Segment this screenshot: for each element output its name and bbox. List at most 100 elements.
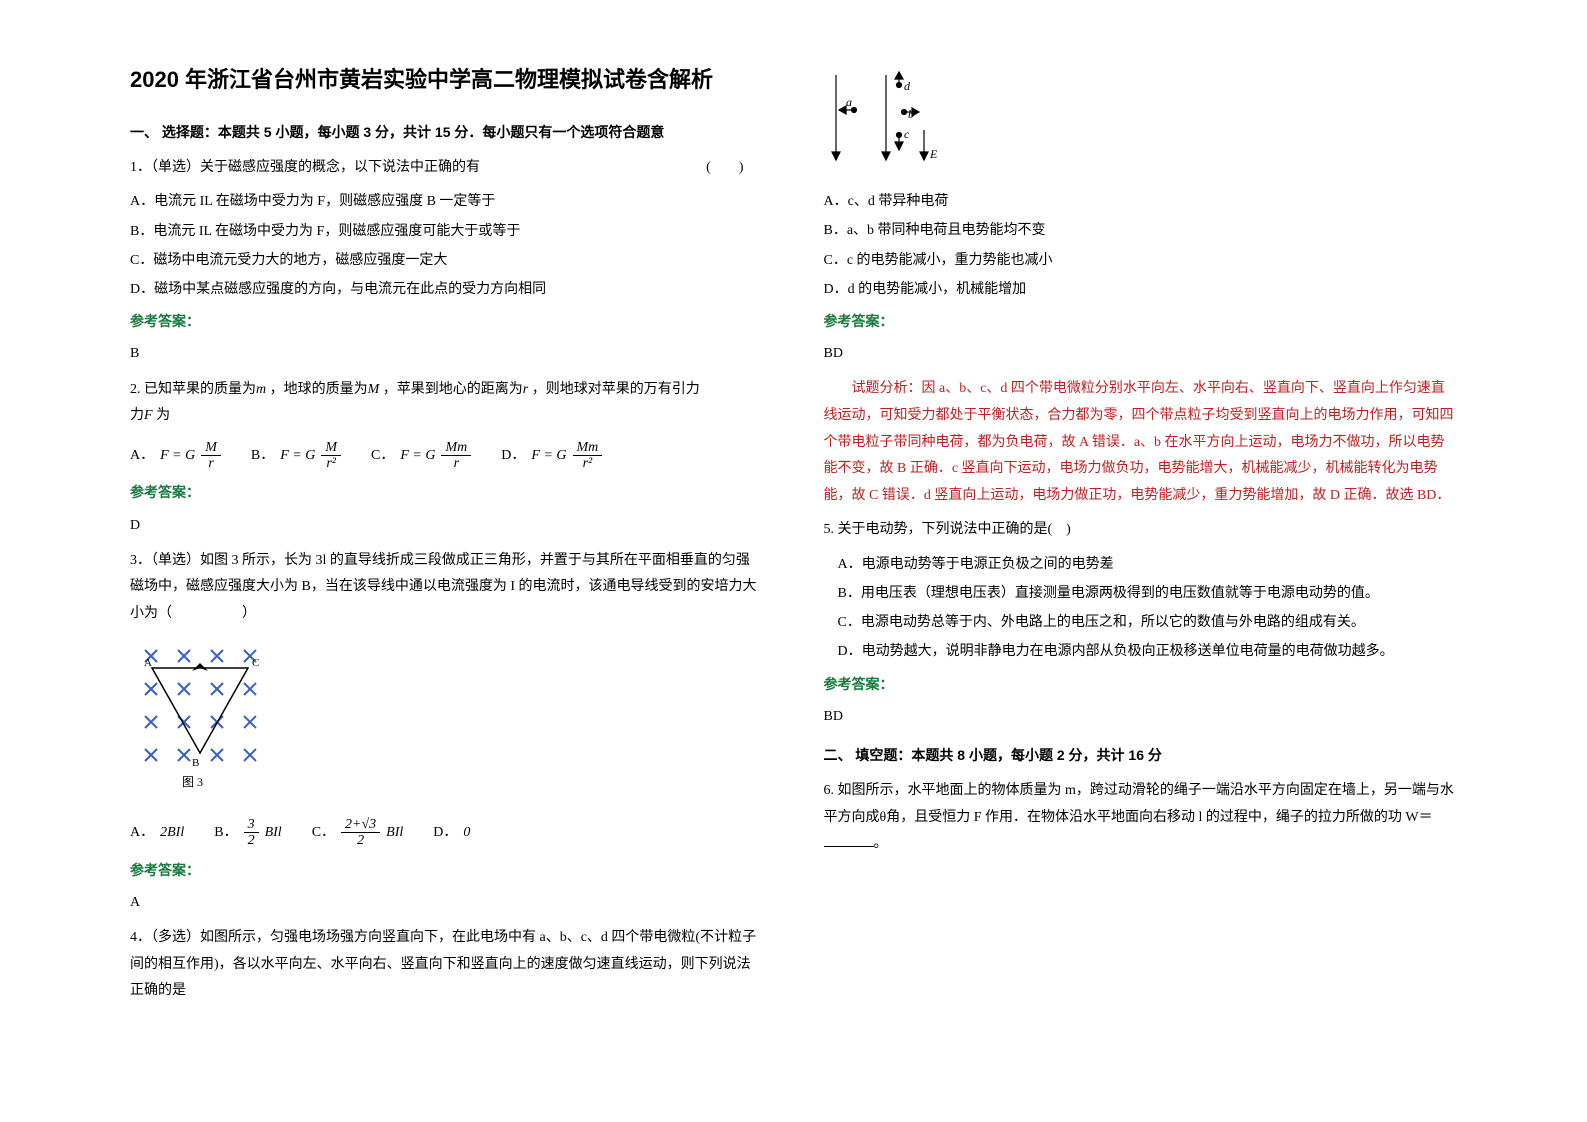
q3-opt-b-den: 2 <box>244 833 259 848</box>
q3-opt-a-label: A． <box>130 820 154 845</box>
q2-f-d-lhs: F = G <box>531 443 566 468</box>
q2-f-d-den: r² <box>579 456 597 471</box>
q2-f-b-num: M <box>321 440 341 456</box>
q4-answer-label: 参考答案： <box>824 310 1458 335</box>
q3-opt-d-val: 0 <box>463 820 470 845</box>
q3-opt-b-num: 3 <box>244 817 259 833</box>
q3-answer: A <box>130 890 764 915</box>
q5-opt-d: D．电动势越大，说明非静电力在电源内部从负极向正极移送单位电荷量的电荷做功越多。 <box>824 639 1458 664</box>
q2-f-c-den: r <box>450 456 463 471</box>
q6-stem: 6. 如图所示，水平地面上的物体质量为 m，跨过动滑轮的绳子一端沿水平方向固定在… <box>824 783 1454 825</box>
title: 2020 年浙江省台州市黄岩实验中学高二物理模拟试卷含解析 <box>130 60 764 100</box>
q5-answer: BD <box>824 704 1458 729</box>
q1-opt-b: B．电流元 IL 在磁场中受力为 F，则磁感应强度可能大于或等于 <box>130 219 764 244</box>
section2-heading: 二、 填空题：本题共 8 小题，每小题 2 分，共计 16 分 <box>824 743 1458 768</box>
svg-text:a: a <box>846 95 852 109</box>
svg-text:C: C <box>252 657 259 669</box>
q4-svg: a b d c E <box>824 70 954 170</box>
q2-f-d-num: Mm <box>573 440 603 456</box>
q2-stem-pre: 2. 已知苹果的质量为 <box>130 382 256 397</box>
question-3: 3．（单选）如图 3 所示，长为 3l 的直导线折成三段做成正三角形，并置于与其… <box>130 548 764 628</box>
q1-answer-label: 参考答案： <box>130 310 764 335</box>
q4-opt-c: C．c 的电势能减小，重力势能也减小 <box>824 248 1458 273</box>
left-column: 2020 年浙江省台州市黄岩实验中学高二物理模拟试卷含解析 一、 选择题：本题共… <box>100 60 794 1082</box>
q2-opt-c-label: C． <box>371 443 394 468</box>
svg-text:B: B <box>192 757 199 769</box>
q3-opt-b: B． 32 BIl <box>214 817 281 849</box>
q2-opt-a: A． F = G Mr <box>130 440 221 472</box>
q2-var-F: F <box>144 408 153 423</box>
q1-paren: ( ) <box>706 155 743 182</box>
section1-heading: 一、 选择题：本题共 5 小题，每小题 3 分，共计 15 分．每小题只有一个选… <box>130 120 764 145</box>
q2-opt-d-label: D． <box>501 443 525 468</box>
svg-text:d: d <box>904 79 911 93</box>
question-5: 5. 关于电动势，下列说法中正确的是( ) <box>824 517 1458 544</box>
svg-text:c: c <box>904 127 910 141</box>
q3-options: A． 2BIl B． 32 BIl C． 2+√32 BIl D． 0 <box>130 817 764 849</box>
q3-svg: A C B 图 3 <box>130 638 280 798</box>
q2-opt-a-label: A． <box>130 443 154 468</box>
q5-opt-b: B．用电压表（理想电压表）直接测量电源两极得到的电压数值就等于电源电动势的值。 <box>824 581 1458 606</box>
q2-stem-mid2: ，苹果到地心的距离为 <box>383 382 523 397</box>
q1-opt-a: A．电流元 IL 在磁场中受力为 F，则磁感应强度 B 一定等于 <box>130 189 764 214</box>
q3-fig-label: 图 3 <box>182 775 203 789</box>
svg-text:E: E <box>929 147 938 161</box>
q2-opt-c: C． F = G Mmr <box>371 440 471 472</box>
q2-opt-b: B． F = G Mr² <box>251 440 341 472</box>
q1-stem: 1．（单选）关于磁感应强度的概念，以下说法中正确的有 <box>130 160 480 175</box>
q2-stem-end: 为 <box>156 408 170 423</box>
q4-opt-b: B．a、b 带同种电荷且电势能均不变 <box>824 218 1458 243</box>
q2-f-a-lhs: F = G <box>160 443 195 468</box>
q3-diagram: A C B 图 3 <box>130 638 764 807</box>
q4-opt-a: A．c、d 带异种电荷 <box>824 189 1458 214</box>
q2-f-a-den: r <box>204 456 217 471</box>
q3-opt-c: C． 2+√32 BIl <box>312 817 404 849</box>
q2-f-c-lhs: F = G <box>400 443 435 468</box>
q4-answer: BD <box>824 341 1458 366</box>
q2-var-M: M <box>368 382 380 397</box>
q3-opt-d: D． 0 <box>433 820 470 845</box>
q1-opt-d: D．磁场中某点磁感应强度的方向，与电流元在此点的受力方向相同 <box>130 277 764 302</box>
q4-opt-d: D．d 的电势能减小，机械能增加 <box>824 277 1458 302</box>
svg-text:b: b <box>908 107 914 121</box>
q2-f-b-den: r² <box>322 456 340 471</box>
question-2: 2. 已知苹果的质量为m ，地球的质量为M ，苹果到地心的距离为r ，则地球对苹… <box>130 377 764 430</box>
q1-opt-c: C．磁场中电流元受力大的地方，磁感应强度一定大 <box>130 248 764 273</box>
q2-f-c-num: Mm <box>441 440 471 456</box>
q4-diagram: a b d c E <box>824 70 1458 179</box>
q3-opt-c-den: 2 <box>353 833 368 848</box>
q3-answer-label: 参考答案： <box>130 859 764 884</box>
q2-var-r: r <box>523 382 528 397</box>
q2-opt-b-label: B． <box>251 443 274 468</box>
q2-var-m: m <box>256 382 266 397</box>
q2-f-b-lhs: F = G <box>280 443 315 468</box>
question-6: 6. 如图所示，水平地面上的物体质量为 m，跨过动滑轮的绳子一端沿水平方向固定在… <box>824 778 1458 858</box>
q2-options: A． F = G Mr B． F = G Mr² C． F = G Mmr D．… <box>130 440 764 472</box>
q3-opt-c-num: 2+√3 <box>341 817 380 833</box>
right-column: a b d c E A．c、d 带异种电荷 B．a、b 带同种电荷且电势能均不变… <box>794 60 1488 1082</box>
q2-opt-d: D． F = G Mmr² <box>501 440 602 472</box>
q3-opt-d-label: D． <box>433 820 457 845</box>
q6-tail: 。 <box>874 836 888 851</box>
q3-opt-b-label: B． <box>214 820 237 845</box>
q2-f-a-num: M <box>201 440 221 456</box>
q2-stem-post: ，则地球对苹果的万有引力 <box>532 382 700 397</box>
q2-stem-mid1: ，地球的质量为 <box>270 382 368 397</box>
q3-opt-a: A． 2BIl <box>130 820 184 845</box>
q3-opt-c-tail: BIl <box>386 820 403 845</box>
q5-opt-a: A．电源电动势等于电源正负极之间的电势差 <box>824 552 1458 577</box>
q3-opt-c-label: C． <box>312 820 335 845</box>
q2-answer-label: 参考答案： <box>130 481 764 506</box>
q3-opt-a-val: 2BIl <box>160 820 184 845</box>
q2-answer: D <box>130 513 764 538</box>
svg-text:A: A <box>144 657 152 669</box>
question-1: 1．（单选）关于磁感应强度的概念，以下说法中正确的有 ( ) <box>130 155 764 182</box>
q4-explanation: 试题分析：因 a、b、c、d 四个带电微粒分别水平向左、水平向右、竖直向下、竖直… <box>824 376 1458 509</box>
question-4-stem: 4．（多选）如图所示，匀强电场场强方向竖直向下，在此电场中有 a、b、c、d 四… <box>130 925 764 1005</box>
q1-answer: B <box>130 341 764 366</box>
q3-opt-b-tail: BIl <box>265 820 282 845</box>
q6-blank <box>824 846 874 847</box>
q5-opt-c: C．电源电动势总等于内、外电路上的电压之和，所以它的数值与外电路的组成有关。 <box>824 610 1458 635</box>
q2-stem-end-pre: 力 <box>130 408 144 423</box>
q5-answer-label: 参考答案： <box>824 673 1458 698</box>
